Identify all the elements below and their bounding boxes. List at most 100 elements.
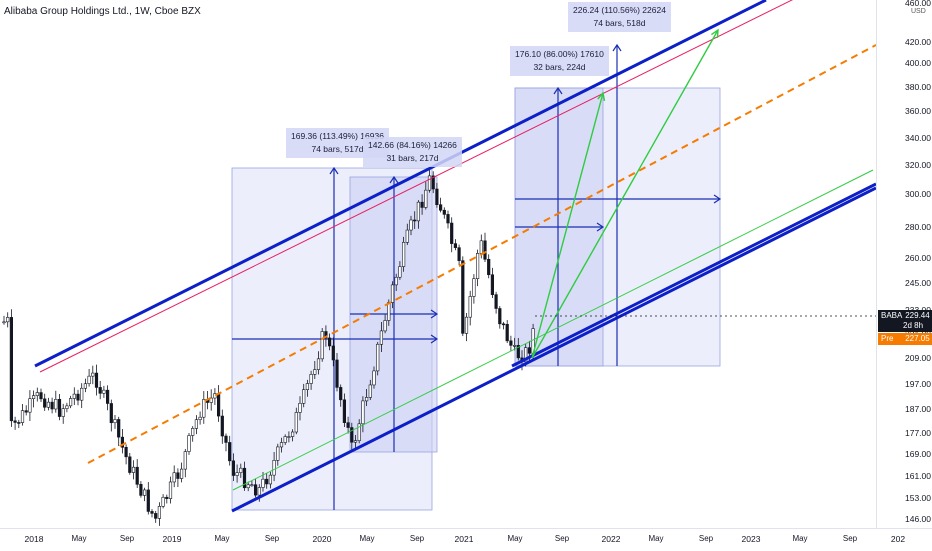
measure-label-2: 142.66 (84.16%) 14266 31 bars, 217d: [363, 137, 462, 167]
candle-body: [327, 337, 332, 347]
candle-body: [424, 189, 428, 208]
candle-body: [128, 456, 132, 473]
candle-body: [65, 405, 69, 409]
price-tick-label: 300.00: [905, 189, 931, 199]
price-plot[interactable]: [0, 0, 876, 528]
price-tick-label: 340.00: [905, 133, 931, 143]
candle-body: [187, 435, 191, 452]
price-tick-label: 320.00: [905, 160, 931, 170]
candle-body: [146, 489, 150, 512]
candle-body: [472, 278, 476, 297]
price-tick-label: 153.00: [905, 493, 931, 503]
candle-body: [157, 506, 162, 519]
price-tick-label: 209.00: [905, 353, 931, 363]
candle-body: [191, 428, 195, 436]
measure-3-change: 176.10 (86.00%) 17610: [515, 49, 604, 59]
time-tick-label: Sep: [409, 534, 425, 543]
measure-1-change: 169.36 (113.49%) 16936: [291, 131, 384, 141]
candle-body: [57, 398, 62, 417]
candle-body: [405, 229, 409, 243]
price-tick-label: 280.00: [905, 222, 931, 232]
candle-body: [239, 467, 243, 473]
time-tick-label: Sep: [264, 534, 280, 543]
candle-body: [368, 384, 372, 398]
candle-body: [250, 484, 254, 487]
candle-body: [268, 474, 273, 485]
candle-body: [435, 188, 439, 206]
candle-body: [31, 395, 36, 399]
time-tick-label: 2023: [741, 534, 761, 544]
candle-body: [331, 345, 335, 361]
candle-body: [309, 374, 313, 384]
candle-body: [198, 416, 202, 421]
candle-body: [2, 321, 6, 324]
time-tick-label: 2021: [454, 534, 474, 544]
candle-body: [313, 369, 317, 375]
candle-body: [305, 383, 310, 390]
price-tick-label: 197.00: [905, 379, 931, 389]
projection-arrow-long-head: [711, 28, 719, 39]
candle-body: [446, 214, 450, 224]
measure-1-horizontal-arrow-head: [430, 334, 439, 344]
candle-body: [109, 403, 113, 424]
candle-body: [183, 451, 187, 470]
price-tick-label: 260.00: [905, 253, 931, 263]
measure-3-horizontal-arrow-head: [596, 222, 605, 232]
candle-body: [350, 427, 354, 443]
candle-body: [420, 201, 424, 208]
candle-body: [194, 419, 199, 429]
time-axis[interactable]: 2018 May Sep 2019 May Sep 2020 May Sep 2021 May Sep…: [0, 528, 932, 551]
candle-body: [235, 472, 239, 476]
candle-body: [217, 393, 221, 417]
candle-body: [257, 487, 261, 496]
price-axis[interactable]: USD 460.00 420.00 400.00 380.00 360.00 340.00…: [876, 0, 932, 528]
candle-body: [468, 296, 472, 318]
price-tick-label: 420.00: [905, 37, 931, 47]
candle-body: [276, 446, 280, 461]
candle-body: [131, 466, 136, 473]
candle-body: [272, 460, 276, 476]
price-tick-label: 169.00: [905, 449, 931, 459]
candle-body: [80, 387, 84, 401]
candle-body: [254, 484, 258, 496]
candle-body: [464, 316, 469, 334]
candle-body: [72, 393, 76, 399]
time-tick-label: May: [648, 534, 664, 543]
candle-body: [143, 489, 147, 496]
projection-arrow-short: [531, 92, 604, 359]
candle-body: [364, 397, 369, 402]
candle-body: [287, 436, 291, 438]
candle-body: [17, 422, 21, 424]
candle-body: [120, 436, 124, 448]
candle-body: [490, 274, 495, 295]
projection-arrow-long: [531, 29, 719, 359]
price-tick-label: 360.00: [905, 106, 931, 116]
candle-body: [372, 370, 376, 386]
candle-body: [61, 408, 65, 417]
symbol-price-badge: BABA 229.44 2d 8h: [878, 310, 932, 332]
candle-body: [9, 317, 14, 422]
measure-2-vertical-arrow-head: [389, 175, 399, 184]
candle-body: [390, 284, 395, 303]
candle-body: [76, 393, 80, 401]
candle-body: [501, 323, 506, 326]
candle-body: [228, 442, 232, 462]
candle-body: [161, 496, 165, 507]
candle-body: [461, 260, 465, 334]
candle-body: [165, 496, 169, 499]
candle-body: [457, 247, 461, 261]
candle-body: [20, 410, 25, 423]
price-tick-label: 161.00: [905, 471, 931, 481]
candle-body: [516, 345, 520, 359]
price-tick-label: 177.00: [905, 428, 931, 438]
candle-body: [6, 317, 10, 323]
candle-body: [94, 372, 99, 388]
candle-body: [50, 401, 54, 410]
candle-body: [24, 410, 28, 413]
candle-body: [316, 358, 321, 370]
time-tick-label: May: [359, 534, 375, 543]
candle-body: [246, 484, 250, 489]
time-tick-label: 202: [890, 534, 906, 544]
candle-body: [231, 460, 236, 476]
